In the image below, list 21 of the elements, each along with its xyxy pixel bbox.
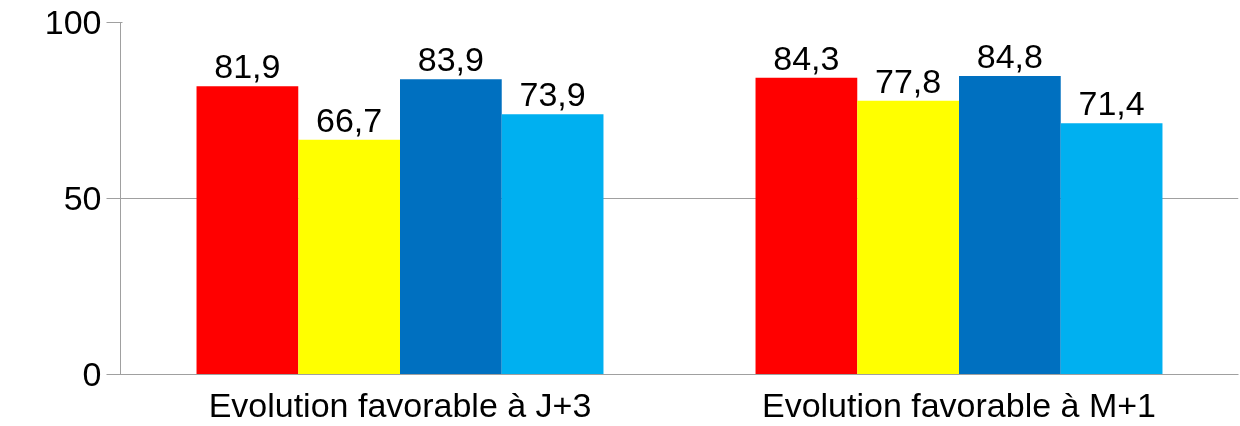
bar	[400, 79, 502, 375]
bar	[959, 76, 1061, 375]
y-tick-label: 0	[82, 355, 102, 393]
y-tick-label: 50	[63, 179, 102, 217]
data-label: 77,8	[875, 61, 942, 100]
data-label: 83,9	[417, 40, 484, 79]
bar	[1060, 123, 1163, 375]
data-label: 84,8	[976, 37, 1043, 75]
bar	[196, 86, 299, 375]
data-label: 73,9	[519, 75, 586, 114]
y-tick-label: 100	[44, 3, 102, 41]
data-label: 84,3	[773, 38, 840, 77]
data-label: 66,7	[316, 100, 383, 139]
data-label: 81,9	[214, 47, 281, 86]
bar	[755, 77, 858, 375]
bar	[857, 100, 959, 375]
bar	[298, 139, 400, 375]
data-label: 71,4	[1078, 84, 1145, 123]
x-tick-label: Evolution favorable à J+3	[208, 385, 592, 424]
x-tick-label: Evolution favorable à M+1	[761, 385, 1157, 424]
bar	[501, 114, 604, 375]
